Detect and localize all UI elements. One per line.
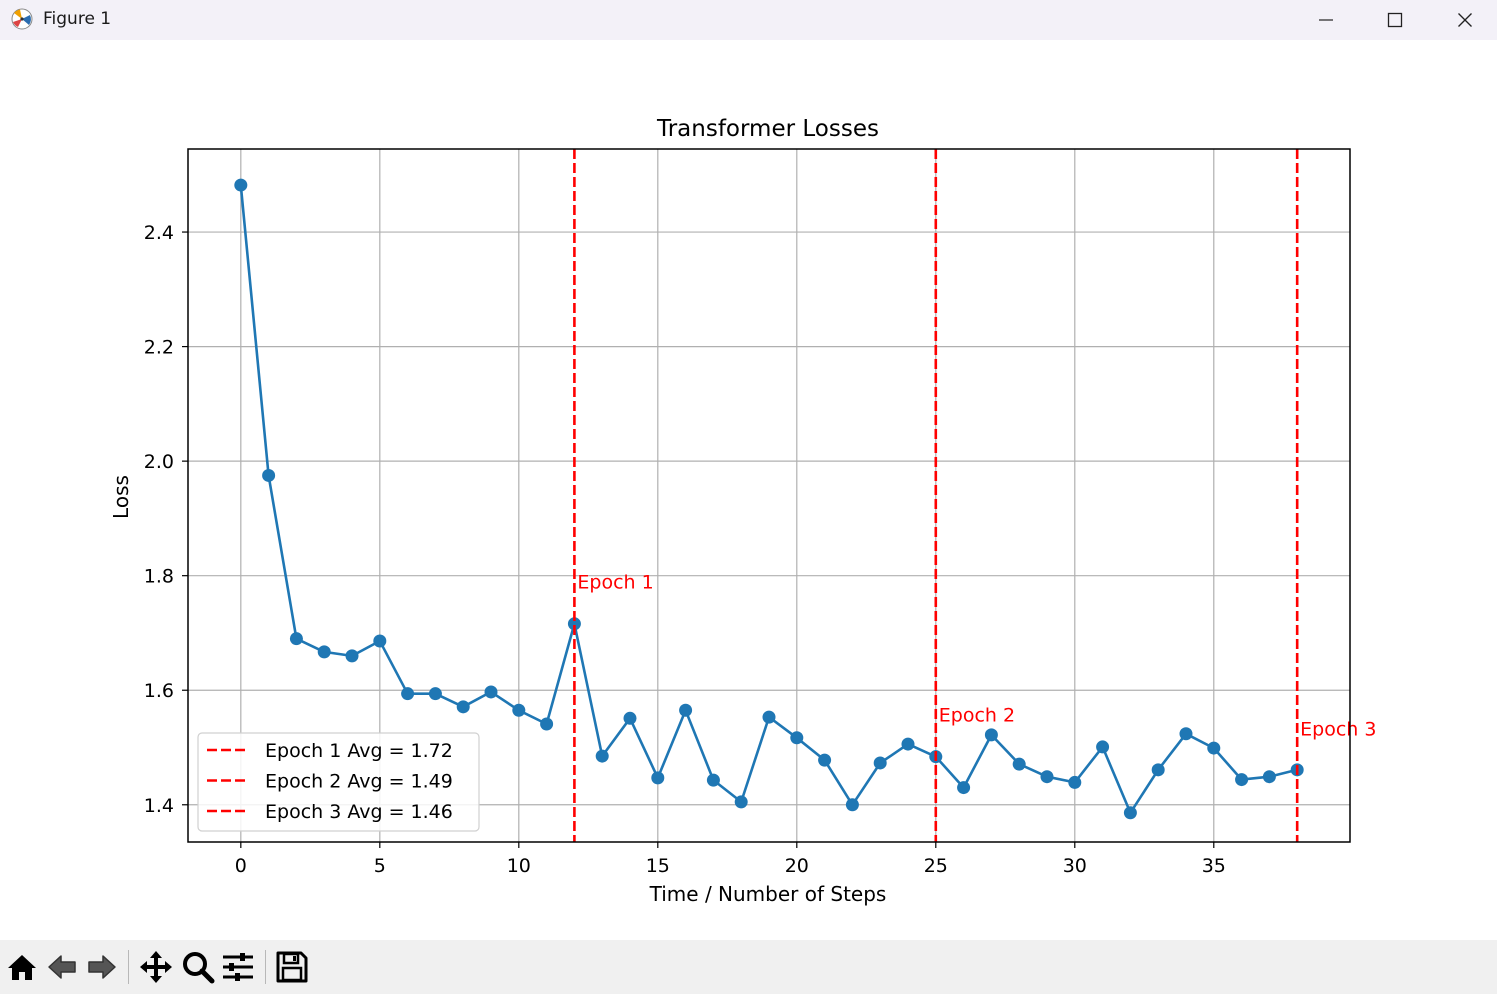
loss-data-point [845, 798, 859, 812]
loss-data-point [456, 700, 470, 714]
loss-data-point [484, 685, 498, 699]
navigation-toolbar [0, 940, 1497, 994]
loss-data-point [706, 773, 720, 787]
loss-data-point [512, 703, 526, 717]
zoom-icon [183, 952, 215, 984]
loss-data-point [1012, 757, 1026, 771]
maximize-icon [1387, 12, 1403, 28]
loss-data-point [317, 645, 331, 659]
loss-data-point [1179, 727, 1193, 741]
loss-data-point [1262, 770, 1276, 784]
loss-data-point [567, 617, 581, 631]
matplotlib-app-icon [10, 7, 34, 31]
loss-data-point [1123, 806, 1137, 820]
epoch-annotation: Epoch 1 [577, 571, 653, 593]
save-icon [276, 951, 308, 983]
loss-data-point [957, 781, 971, 795]
loss-data-point [345, 649, 359, 663]
loss-data-point [428, 687, 442, 701]
loss-data-point [1235, 773, 1249, 787]
toolbar-separator [265, 950, 266, 984]
loss-data-point [262, 468, 276, 482]
legend: Epoch 1 Avg = 1.72 Epoch 2 Avg = 1.49 Epoc… [197, 732, 480, 832]
loss-data-point [734, 795, 748, 809]
window-title: Figure 1 [43, 9, 112, 29]
save-button[interactable] [274, 949, 310, 985]
loss-data-point [1040, 770, 1054, 784]
x-tick-label: 10 [507, 855, 531, 877]
loss-data-point [651, 771, 665, 785]
y-tick-label: 1.4 [144, 795, 174, 817]
pan-button[interactable] [138, 949, 174, 985]
x-tick-label: 5 [374, 855, 386, 877]
loss-data-point [873, 756, 887, 770]
loss-series [234, 178, 1304, 820]
x-tick-label: 0 [235, 855, 247, 877]
loss-data-point [540, 717, 554, 731]
title-bar[interactable]: Figure 1 [0, 0, 1497, 40]
plot-frame [187, 148, 1351, 843]
x-tick-label: 30 [1063, 855, 1087, 877]
epoch-annotation: Epoch 3 [1300, 719, 1376, 741]
legend-entry: Epoch 2 Avg = 1.49 [265, 771, 453, 793]
pan-icon [140, 951, 172, 983]
loss-data-point [289, 632, 303, 646]
x-tick-label: 20 [785, 855, 809, 877]
axis-ticks: 0 5 10 15 20 25 30 35 1.4 1.6 1.8 2.0 2.2 2.4 [144, 222, 1226, 877]
toolbar-separator [128, 950, 129, 984]
loss-data-point [595, 749, 609, 763]
y-tick-label: 2.4 [144, 222, 174, 244]
loss-chart: Transformer Losses Time / Number of Step… [109, 116, 1376, 906]
loss-data-point [901, 737, 915, 751]
loss-data-point [1151, 763, 1165, 777]
close-icon [1458, 13, 1472, 27]
legend-entry: Epoch 1 Avg = 1.72 [265, 740, 453, 762]
legend-box [197, 732, 480, 832]
chart-title: Transformer Losses [656, 116, 879, 142]
loss-data-point [818, 753, 832, 767]
maximize-button[interactable] [1360, 0, 1430, 40]
loss-data-point [790, 731, 804, 745]
minimize-icon [1319, 19, 1333, 21]
loss-data-point [1207, 741, 1221, 755]
loss-data-point [623, 711, 637, 725]
loss-data-point [679, 703, 693, 717]
loss-data-point [234, 178, 248, 192]
y-tick-label: 1.6 [144, 680, 174, 702]
configure-subplots-icon [223, 953, 253, 981]
back-arrow-icon [48, 955, 76, 979]
home-icon [8, 955, 36, 980]
loss-data-point [401, 687, 415, 701]
loss-data-point [1068, 775, 1082, 789]
epoch-annotation: Epoch 2 [939, 704, 1015, 726]
configure-subplots-button[interactable] [220, 949, 256, 985]
loss-data-point [373, 634, 387, 648]
figure-canvas[interactable]: Transformer Losses Time / Number of Step… [0, 40, 1497, 940]
loss-data-point [762, 710, 776, 724]
y-tick-label: 1.8 [144, 566, 174, 588]
zoom-button[interactable] [180, 949, 216, 985]
legend-entry: Epoch 3 Avg = 1.46 [265, 801, 453, 823]
back-button[interactable] [44, 949, 80, 985]
home-button[interactable] [4, 949, 40, 985]
forward-arrow-icon [88, 955, 116, 979]
x-tick-label: 25 [924, 855, 948, 877]
x-axis-label: Time / Number of Steps [649, 882, 887, 906]
y-tick-label: 2.0 [144, 451, 174, 473]
epoch-lines: Epoch 1 Epoch 2 Epoch 3 [573, 149, 1376, 842]
y-axis-label: Loss [109, 475, 133, 519]
x-tick-label: 15 [646, 855, 670, 877]
close-button[interactable] [1430, 0, 1497, 40]
loss-data-point [1096, 740, 1110, 754]
x-tick-label: 35 [1202, 855, 1226, 877]
y-tick-label: 2.2 [144, 337, 174, 359]
loss-data-point [984, 728, 998, 742]
minimize-button[interactable] [1291, 0, 1361, 40]
forward-button[interactable] [84, 949, 120, 985]
